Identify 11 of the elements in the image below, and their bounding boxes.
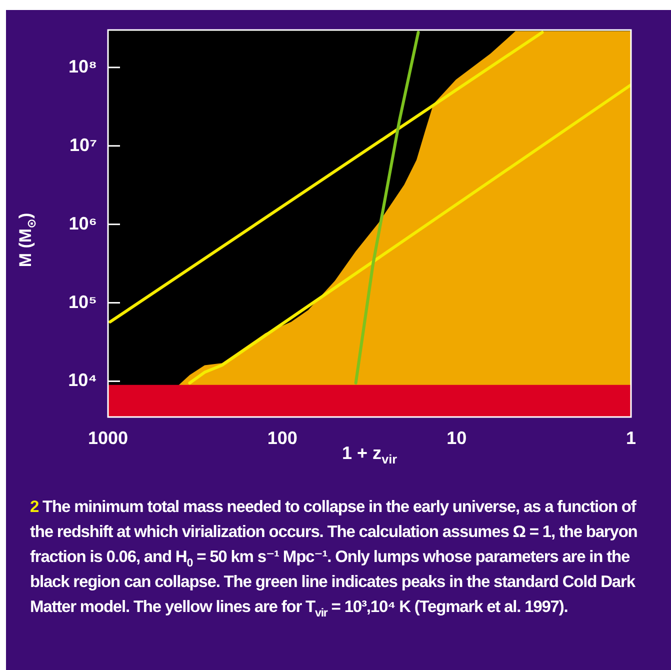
x-tick-label: 1 [626, 428, 636, 448]
text: 2 The minimum total mass needed to collapse in the early universe, as a function of the redshift at which virialization occurs. The calculation assumes Ω = 1, the baryon fraction is 0.06, and H$_{0}$ = 50 km s⁻¹ Mpc⁻¹. Only lumps whose parameters are in the black region can collapse. The green line indicates peaks in the standard Cold Dark Matter model. The yellow lines are for T$_{vir}$ = 10³,10⁴ K (Tegmark et al. 1997). [30, 498, 638, 620]
y-tick-label: 10⁶ [68, 213, 97, 234]
y-tick-label: 10⁷ [70, 134, 97, 155]
y-tick-label: 10⁸ [68, 56, 97, 76]
y-tick-label: 10⁵ [68, 292, 97, 312]
x-tick-label: 1000 [88, 428, 128, 448]
x-tick-label: 10 [446, 428, 467, 448]
x-tick-label: 100 [267, 428, 298, 448]
y-tick-label: 10⁴ [68, 370, 97, 390]
x-axis-title: 1 + z$_{vir}$ [342, 443, 397, 467]
